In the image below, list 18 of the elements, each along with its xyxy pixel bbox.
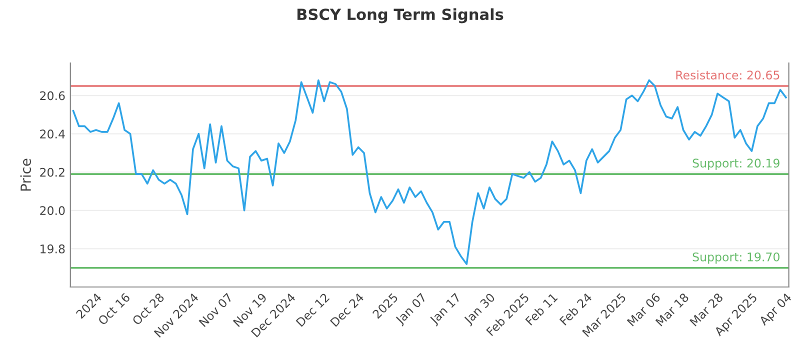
ref-line-label: Support: 20.19	[692, 158, 780, 170]
y-tick-label: 20.2	[40, 168, 64, 177]
y-tick-label: 20.4	[40, 130, 65, 138]
y-axis-title: Price	[20, 158, 32, 191]
y-tick-label: 20.6	[40, 91, 65, 100]
x-tick-label: Dec 12	[296, 292, 330, 327]
x-tick-label: Jan 17	[428, 292, 463, 326]
y-tick-label: 19.8	[40, 244, 65, 254]
ref-line-label: Support: 19.70	[692, 252, 780, 264]
y-tick-label: 20.0	[40, 206, 65, 216]
x-tick-label: Oct 28	[132, 292, 165, 326]
line-series	[72, 79, 787, 265]
x-tick-label: Nov 07	[198, 292, 233, 328]
x-tick-label: Dec 24	[330, 292, 364, 327]
x-tick-label: Mar 28	[689, 292, 724, 327]
x-tick-label: Apr 04	[758, 292, 794, 328]
chart-title: BSCY Long Term Signals	[297, 8, 504, 24]
ref-line-label: Resistance: 20.65	[676, 70, 780, 80]
